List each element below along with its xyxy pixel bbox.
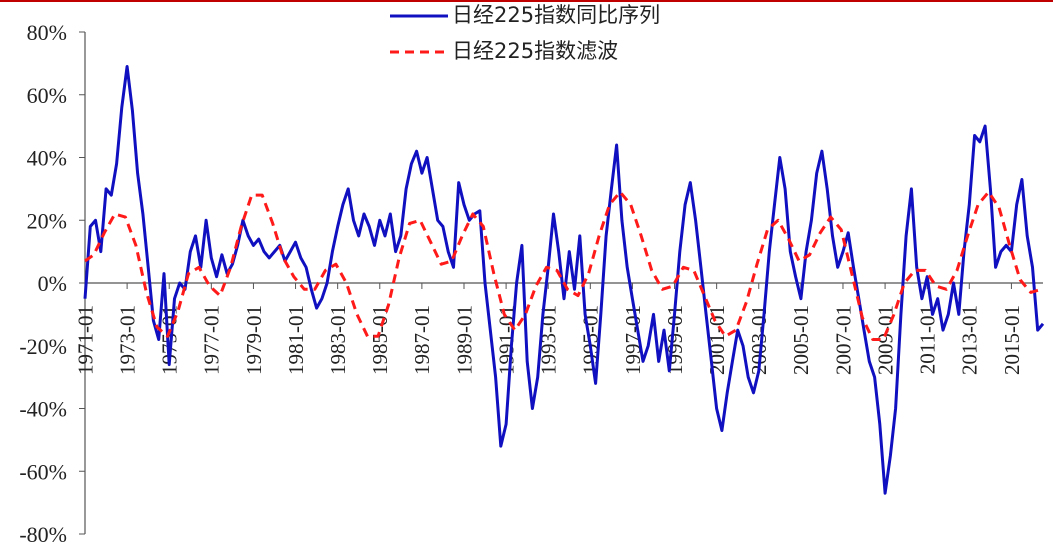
x-axis-ticks: 1971-01 1973-01 1975-01 1977-01 1979-01 1981-… [73, 283, 1024, 375]
x-tick-label: 1983-01 [326, 305, 350, 375]
series-lines [83, 65, 1045, 495]
y-tick-label: 20% [27, 208, 67, 233]
x-tick-label: 1979-01 [242, 305, 266, 375]
y-tick-label: -40% [19, 397, 67, 422]
y-tick-label: 80% [27, 20, 67, 45]
legend-label: 日经225指数滤波 [452, 39, 618, 63]
x-tick-label: 2013-01 [958, 305, 982, 375]
x-tick-label: 1971-01 [73, 305, 97, 375]
x-tick-label: 1981-01 [284, 305, 308, 375]
x-tick-label: 2011-01 [916, 305, 940, 374]
x-tick-label: 2007-01 [831, 305, 855, 375]
y-axis-ticks: 80% 60% 40% 20% 0% -20% -40% -60% -80% [19, 20, 85, 547]
y-tick-label: 40% [27, 146, 67, 171]
x-tick-label: 1973-01 [115, 305, 139, 375]
x-tick-label: 2015-01 [1000, 305, 1024, 375]
x-tick-label: 1985-01 [368, 305, 392, 375]
y-tick-label: 0% [38, 271, 67, 296]
x-tick-label: 1977-01 [200, 305, 224, 375]
legend-label: 日经225指数同比序列 [452, 3, 660, 27]
x-tick-label: 1989-01 [452, 305, 476, 375]
top-accent-line [0, 0, 1053, 2]
y-tick-label: -20% [19, 334, 67, 359]
y-tick-label: 60% [27, 83, 67, 108]
series-yoy-line [83, 65, 1045, 495]
y-tick-label: -80% [19, 522, 67, 547]
x-tick-label: 1987-01 [410, 305, 434, 375]
x-tick-label: 1997-01 [621, 305, 645, 375]
x-tick-label: 2005-01 [789, 305, 813, 375]
y-tick-label: -60% [19, 459, 67, 484]
series-filter-line [84, 190, 1042, 341]
